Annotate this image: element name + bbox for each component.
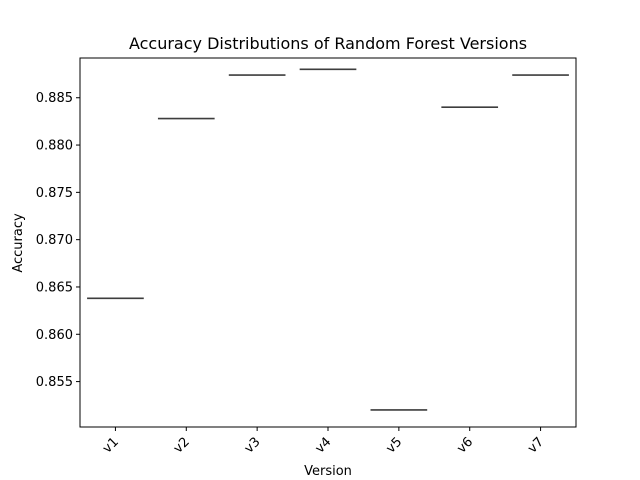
- plot-area-frame: [79, 57, 577, 428]
- y-tick-label: 0.860: [36, 328, 73, 343]
- y-tick-label: 0.875: [36, 186, 73, 201]
- x-axis: v1 v2 v3 v4 v5 v6 v7: [100, 427, 547, 456]
- x-tick-label: v3: [242, 435, 264, 457]
- y-tick-label: 0.855: [36, 375, 73, 390]
- y-tick-label: 0.880: [36, 139, 73, 154]
- x-tick-label: v1: [100, 435, 122, 457]
- x-tick-label: v2: [171, 435, 193, 457]
- y-axis-label: Accuracy: [11, 213, 26, 273]
- x-tick-label: v5: [383, 435, 405, 457]
- y-axis: 0.855 0.860 0.865 0.870 0.875 0.880 0.885: [36, 91, 80, 390]
- box-series: [87, 68, 569, 411]
- x-tick-label: v6: [454, 435, 476, 457]
- y-tick-label: 0.865: [36, 280, 73, 295]
- y-tick-label: 0.870: [36, 233, 73, 248]
- y-tick-label: 0.885: [36, 91, 73, 106]
- x-tick-label: v4: [313, 435, 335, 457]
- x-tick-label: v7: [525, 435, 547, 457]
- chart-title: Accuracy Distributions of Random Forest …: [129, 34, 527, 53]
- x-axis-label: Version: [304, 464, 352, 479]
